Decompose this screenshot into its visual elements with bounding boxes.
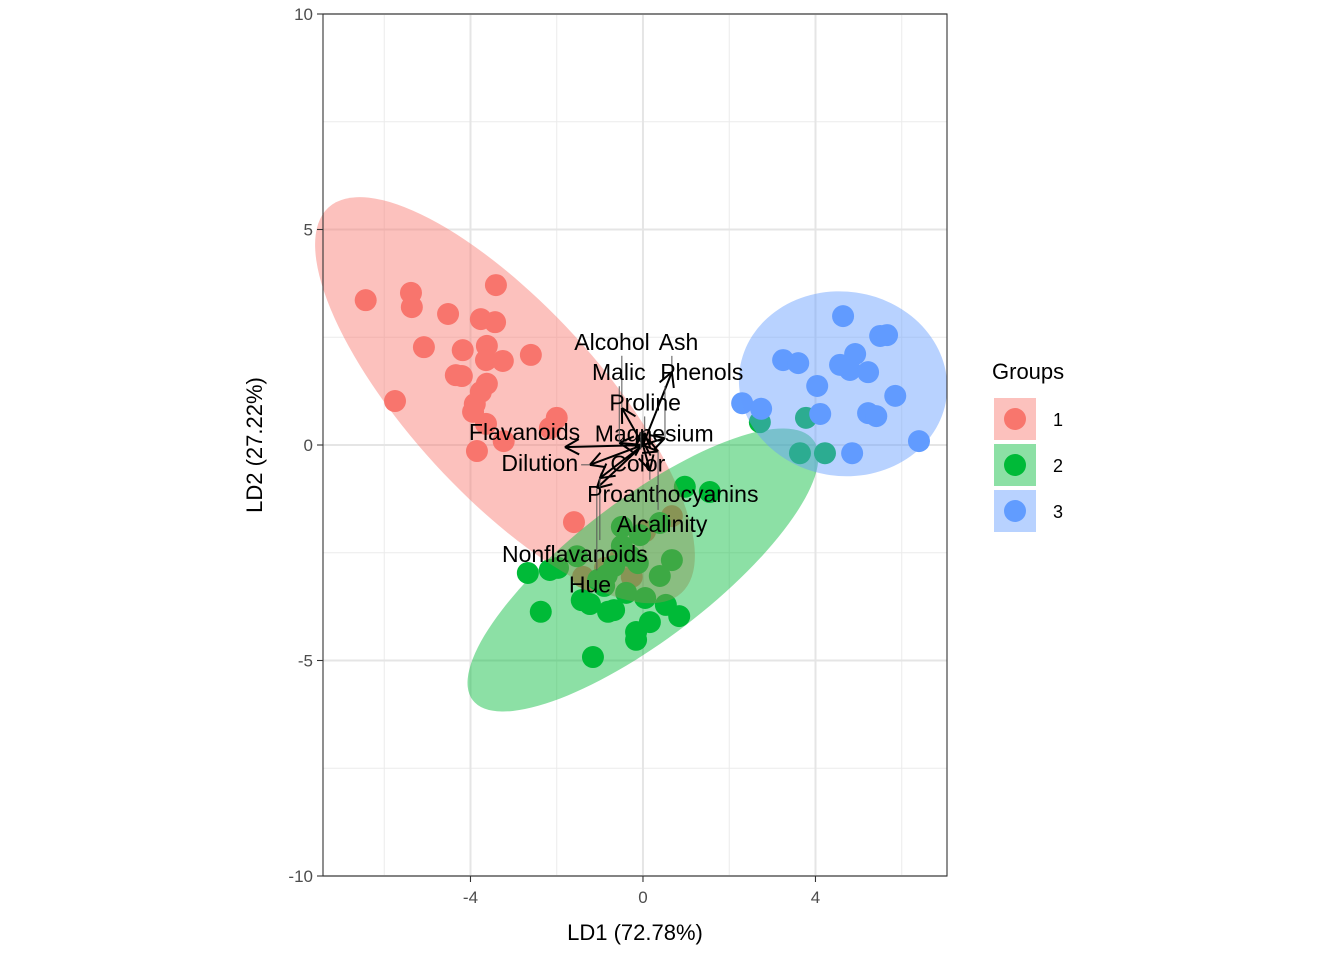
loading-label: Dilution	[501, 450, 578, 476]
loading-label: Color	[610, 451, 665, 477]
loading-label: Hue	[569, 571, 611, 597]
loading-label: Proline	[609, 389, 681, 415]
loading-label: Alcohol	[574, 329, 649, 355]
y-tick-label: 10	[294, 5, 313, 24]
loading-label: Nonflavanoids	[502, 541, 648, 567]
y-tick-label: 5	[304, 221, 313, 240]
x-tick-label: -4	[463, 888, 478, 907]
y-axis-title: LD2 (27.22%)	[242, 377, 267, 513]
y-tick-label: 0	[304, 436, 313, 455]
y-tick-label: -10	[288, 867, 313, 886]
legend-point-1	[1004, 408, 1026, 430]
loading-label: Phenols	[660, 359, 743, 385]
x-tick-label: 0	[638, 888, 647, 907]
loading-label: Proanthocyanins	[587, 481, 758, 507]
legend-point-3	[1004, 500, 1026, 522]
legend: Groups 1 2 3	[992, 359, 1064, 532]
loading-label: Alcalinity	[617, 511, 708, 537]
x-axis-title: LD1 (72.78%)	[567, 920, 703, 945]
loading-label: Magnesium	[595, 420, 714, 446]
legend-label: 1	[1053, 410, 1063, 430]
legend-title: Groups	[992, 359, 1064, 384]
y-tick-label: -5	[298, 652, 313, 671]
loading-label: Ash	[659, 329, 699, 355]
loading-label: Malic	[592, 359, 646, 385]
legend-label: 3	[1053, 502, 1063, 522]
loading-label: Flavanoids	[469, 419, 580, 445]
legend-point-2	[1004, 454, 1026, 476]
legend-label: 2	[1053, 456, 1063, 476]
x-tick-label: 4	[811, 888, 820, 907]
